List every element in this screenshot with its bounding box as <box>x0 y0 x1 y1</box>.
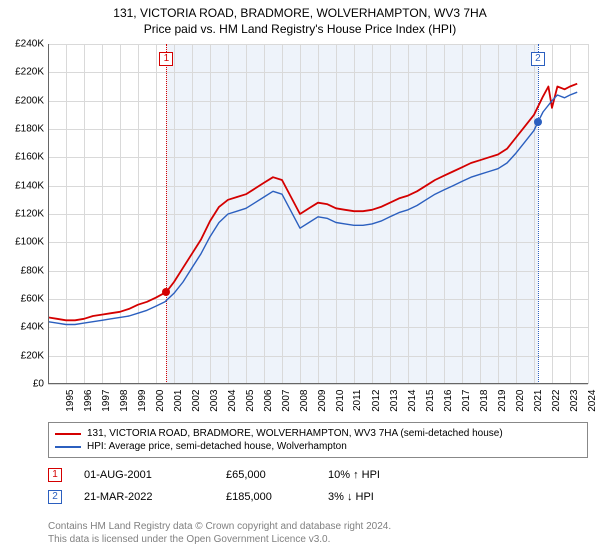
annotation-price: £65,000 <box>226 469 306 481</box>
x-tick-label: 1996 <box>83 390 94 412</box>
x-tick-label: 1995 <box>65 390 76 412</box>
marker-box-1: 1 <box>159 52 173 66</box>
x-tick-label: 2003 <box>209 390 220 412</box>
x-tick-label: 2007 <box>281 390 292 412</box>
axis-border-left <box>48 44 49 384</box>
x-tick-label: 2013 <box>389 390 400 412</box>
annotation-row-1: 1 01-AUG-2001 £65,000 10% ↑ HPI <box>48 464 588 486</box>
marker-dot-2 <box>534 118 542 126</box>
legend-item: 131, VICTORIA ROAD, BRADMORE, WOLVERHAMP… <box>55 427 581 440</box>
gridline-h <box>48 384 588 385</box>
series-line-hpi <box>48 92 577 324</box>
x-tick-label: 2001 <box>173 390 184 412</box>
x-tick-label: 2005 <box>245 390 256 412</box>
footer-attribution: Contains HM Land Registry data © Crown c… <box>48 520 588 546</box>
x-tick-label: 2009 <box>317 390 328 412</box>
annotation-date: 21-MAR-2022 <box>84 491 204 503</box>
x-tick-label: 2010 <box>335 390 346 412</box>
x-tick-label: 1997 <box>101 390 112 412</box>
y-tick-label: £20K <box>21 350 44 361</box>
marker-dot-1 <box>162 288 170 296</box>
y-tick-label: £180K <box>15 124 44 135</box>
x-tick-label: 2002 <box>191 390 202 412</box>
legend-swatch <box>55 433 81 435</box>
annotation-row-2: 2 21-MAR-2022 £185,000 3% ↓ HPI <box>48 486 588 508</box>
legend-label: 131, VICTORIA ROAD, BRADMORE, WOLVERHAMP… <box>87 428 503 439</box>
annotation-pct: 10% ↑ HPI <box>328 469 428 481</box>
plot-area: £0£20K£40K£60K£80K£100K£120K£140K£160K£1… <box>48 44 588 384</box>
chart-title-sub: Price paid vs. HM Land Registry's House … <box>0 22 600 36</box>
y-tick-label: £200K <box>15 95 44 106</box>
annotation-marker: 2 <box>48 490 62 504</box>
legend-box: 131, VICTORIA ROAD, BRADMORE, WOLVERHAMP… <box>48 422 588 458</box>
x-tick-label: 2019 <box>497 390 508 412</box>
y-tick-label: £220K <box>15 67 44 78</box>
y-tick-label: £60K <box>21 294 44 305</box>
axis-border-bottom <box>48 383 588 384</box>
footer-line-1: Contains HM Land Registry data © Crown c… <box>48 520 588 533</box>
x-tick-label: 2016 <box>443 390 454 412</box>
legend-swatch <box>55 446 81 448</box>
x-tick-label: 1999 <box>137 390 148 412</box>
x-tick-label: 2004 <box>227 390 238 412</box>
y-tick-label: £160K <box>15 152 44 163</box>
x-tick-label: 2017 <box>461 390 472 412</box>
annotation-pct: 3% ↓ HPI <box>328 491 428 503</box>
marker-box-2: 2 <box>531 52 545 66</box>
x-tick-label: 2023 <box>569 390 580 412</box>
y-tick-label: £100K <box>15 237 44 248</box>
x-tick-label: 2021 <box>533 390 544 412</box>
annotation-price: £185,000 <box>226 491 306 503</box>
y-tick-label: £240K <box>15 39 44 50</box>
annotation-date: 01-AUG-2001 <box>84 469 204 481</box>
chart-titles: 131, VICTORIA ROAD, BRADMORE, WOLVERHAMP… <box>0 0 600 36</box>
y-tick-label: £80K <box>21 265 44 276</box>
x-tick-label: 2022 <box>551 390 562 412</box>
series-line-property <box>48 84 577 321</box>
x-tick-label: 2012 <box>371 390 382 412</box>
y-tick-label: £0 <box>33 379 44 390</box>
gridline-v <box>588 44 589 384</box>
x-tick-label: 2014 <box>407 390 418 412</box>
annotation-table: 1 01-AUG-2001 £65,000 10% ↑ HPI 2 21-MAR-2022… <box>48 464 588 508</box>
x-tick-label: 2000 <box>155 390 166 412</box>
x-tick-label: 2015 <box>425 390 436 412</box>
x-tick-label: 2006 <box>263 390 274 412</box>
x-tick-label: 2018 <box>479 390 490 412</box>
x-tick-label: 2011 <box>352 390 363 412</box>
x-tick-label: 2008 <box>299 390 310 412</box>
x-tick-label: 2024 <box>587 390 598 412</box>
chart-title-main: 131, VICTORIA ROAD, BRADMORE, WOLVERHAMP… <box>0 6 600 20</box>
legend-label: HPI: Average price, semi-detached house,… <box>87 441 347 452</box>
chart-container: 131, VICTORIA ROAD, BRADMORE, WOLVERHAMP… <box>0 0 600 560</box>
y-tick-label: £140K <box>15 180 44 191</box>
annotation-marker: 1 <box>48 468 62 482</box>
legend-item: HPI: Average price, semi-detached house,… <box>55 440 581 453</box>
series-svg <box>48 44 588 384</box>
footer-line-2: This data is licensed under the Open Gov… <box>48 533 588 546</box>
x-tick-label: 2020 <box>515 390 526 412</box>
y-tick-label: £40K <box>21 322 44 333</box>
x-tick-label: 1998 <box>119 390 130 412</box>
y-tick-label: £120K <box>15 209 44 220</box>
